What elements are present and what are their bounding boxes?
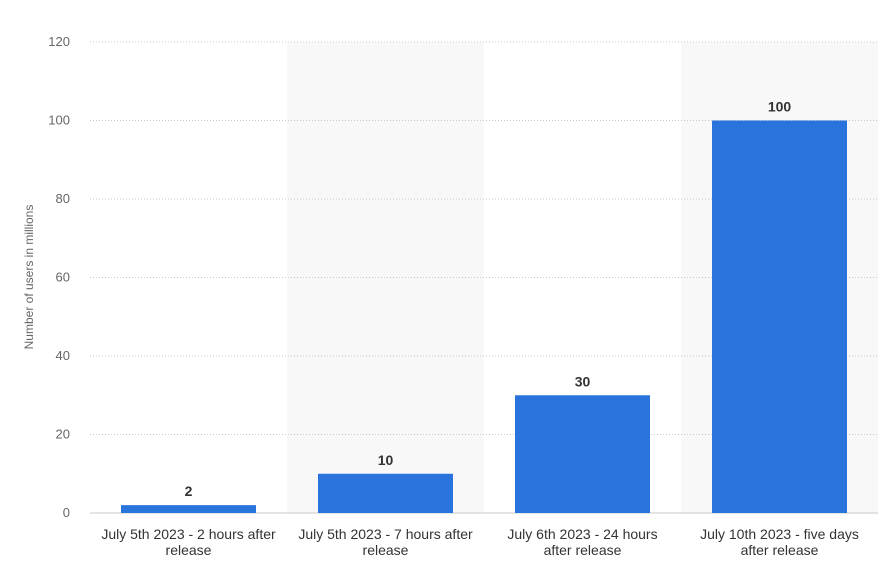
data-label: 10 [378, 452, 394, 468]
x-tick-label: July 10th 2023 - five days after release [700, 526, 859, 558]
data-label: 2 [185, 483, 193, 499]
y-tick-label: 80 [56, 191, 70, 206]
y-tick-label: 0 [63, 505, 70, 520]
y-tick-label: 120 [48, 34, 70, 49]
y-axis-ticks: 0 20 40 60 80 100 120 [48, 34, 70, 520]
data-label: 100 [768, 99, 792, 115]
y-tick-label: 60 [56, 270, 70, 285]
bar[interactable] [712, 120, 847, 514]
y-tick-label: 20 [56, 427, 70, 442]
x-tick-label: July 5th 2023 - 7 hours after release [298, 526, 473, 558]
data-label: 30 [575, 373, 591, 389]
x-axis-labels: July 5th 2023 - 2 hours after release July… [101, 526, 859, 558]
bars [121, 120, 847, 514]
x-tick-label: July 6th 2023 - 24 hours after release [507, 526, 657, 558]
category-band [287, 42, 484, 513]
x-tick-label: July 5th 2023 - 2 hours after release [101, 526, 276, 558]
bar[interactable] [515, 395, 650, 513]
data-labels: 2 10 30 100 [185, 99, 792, 500]
bar[interactable] [318, 473, 453, 513]
y-axis-title: Number of users in millions [22, 205, 36, 350]
bar[interactable] [121, 505, 256, 513]
y-tick-label: 40 [56, 348, 70, 363]
y-tick-label: 100 [48, 113, 70, 128]
